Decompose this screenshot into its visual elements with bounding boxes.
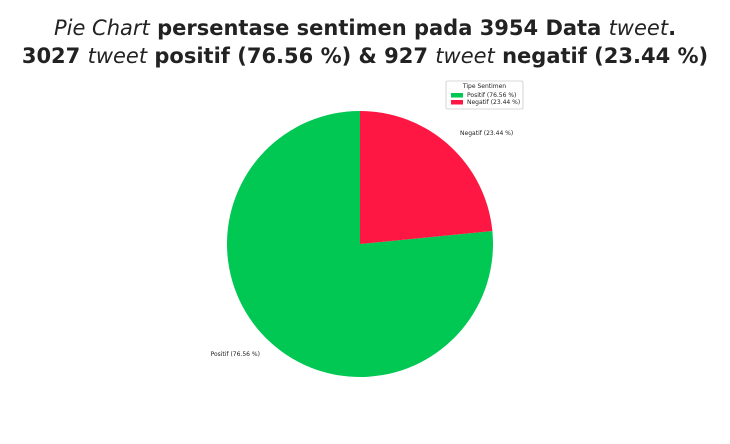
pie-slice-label-1: Positif (76.56 %) xyxy=(211,351,260,358)
title-period: . xyxy=(668,16,677,40)
pie-slice-2 xyxy=(360,111,493,244)
legend-swatch-2 xyxy=(451,100,463,105)
pie-slices xyxy=(227,111,493,377)
legend-entries: Positif (76.56 %)Negatif (23.44 %) xyxy=(451,92,520,106)
pie-slice-labels: Positif (76.56 %) Negatif (23.44 %) xyxy=(211,130,514,358)
chart-legend: Tipe Sentimen Positif (76.56 %)Negatif (… xyxy=(445,80,524,110)
legend-swatch-1 xyxy=(451,93,463,98)
legend-label-2: Negatif (23.44 %) xyxy=(467,99,520,106)
title-pie-chart-italic: Pie Chart xyxy=(53,16,150,40)
title-tweet-italic: tweet xyxy=(608,16,669,40)
legend-frame xyxy=(445,80,524,110)
chart-title-line-1: Pie Chart persentase sentimen pada 3954 … xyxy=(0,14,730,42)
chart-title: Pie Chart persentase sentimen pada 3954 … xyxy=(0,14,730,70)
title-tweet-italic-3: tweet xyxy=(435,44,495,68)
chart-title-line-2: 3027 tweet positif (76.56 %) & 927 tweet… xyxy=(0,42,730,70)
title-negative-pct: negatif (23.44 %) xyxy=(494,44,709,68)
pie-slice-label-2: Negatif (23.44 %) xyxy=(460,130,513,137)
legend-title: Tipe Sentimen xyxy=(462,83,506,90)
title-tweet-italic-2: tweet xyxy=(87,44,148,68)
title-positive-pct: positif (76.56 %) & 927 xyxy=(147,44,436,68)
legend-label-1: Positif (76.56 %) xyxy=(467,92,516,99)
title-text-bold: persentase sentimen pada 3954 Data xyxy=(149,16,609,40)
title-positive-count: 3027 xyxy=(21,44,88,68)
